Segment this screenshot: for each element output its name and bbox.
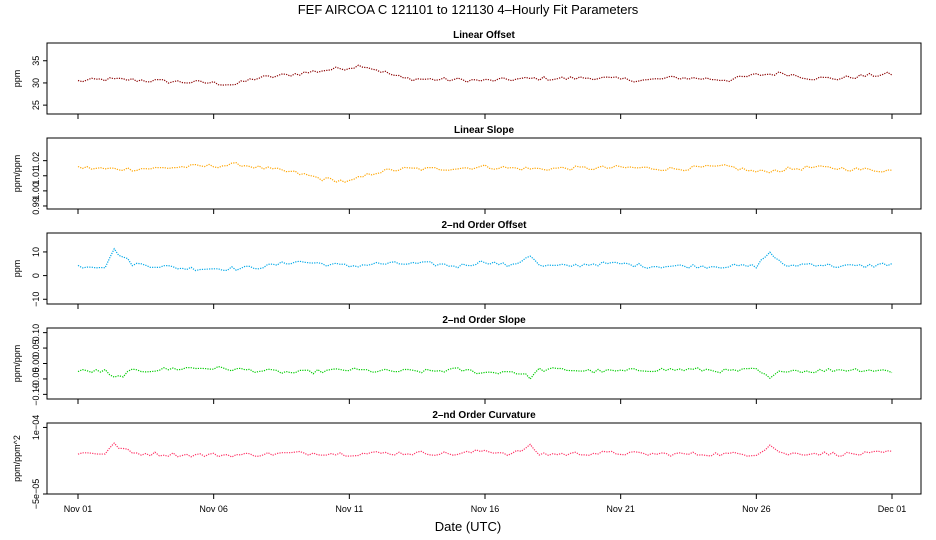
y-axis-label: ppm (12, 70, 22, 88)
chart-title: FEF AIRCOA C 121101 to 121130 4–Hourly F… (298, 2, 639, 17)
panel-frame (46, 327, 922, 400)
y-tick-label: 0.00 (31, 355, 41, 373)
y-tick-label: 10 (31, 247, 41, 257)
panel-frame (46, 137, 922, 210)
panel-frame (46, 42, 922, 115)
y-tick-label: 0.99 (31, 197, 41, 215)
series-line (77, 162, 893, 184)
y-tick-label: 35 (31, 56, 41, 66)
x-axis-label: Date (UTC) (435, 519, 501, 534)
y-axis-label: ppm/ppm (12, 345, 22, 383)
y-axis-label: ppm (12, 260, 22, 278)
panel-title: 2–nd Order Slope (442, 315, 526, 326)
y-tick-label: 1e−04 (31, 415, 41, 440)
y-axis-label: ppm/ppm (12, 155, 22, 193)
y-tick-label: 0.05 (31, 339, 41, 357)
x-tick-label: Nov 26 (742, 504, 771, 514)
y-tick-label: −0.05 (31, 368, 41, 391)
x-tick-label: Nov 01 (64, 504, 93, 514)
x-tick-label: Nov 11 (335, 504, 363, 514)
y-tick-label: −10 (31, 292, 41, 307)
panel-title: 2–nd Order Offset (441, 220, 527, 231)
y-tick-label: 1.02 (31, 152, 41, 170)
y-tick-label: 1.01 (31, 167, 41, 185)
x-tick-label: Nov 21 (606, 504, 635, 514)
y-tick-label: 25 (31, 100, 41, 110)
x-tick-label: Nov 06 (199, 504, 228, 514)
panel-title: Linear Slope (454, 125, 514, 136)
y-tick-label: −0.10 (31, 383, 41, 406)
series-line (77, 64, 893, 86)
y-tick-label: 0.10 (31, 324, 41, 342)
series-line (77, 365, 893, 380)
y-tick-label: −5e−05 (31, 479, 41, 510)
panel-title: 2–nd Order Curvature (432, 410, 536, 421)
y-tick-label: 30 (31, 78, 41, 88)
panel-frame (46, 232, 922, 305)
x-tick-label: Nov 16 (471, 504, 500, 514)
panel-frame (46, 422, 922, 495)
y-axis-label: ppm/ppm^2 (12, 435, 22, 482)
series-line (77, 247, 893, 272)
y-tick-label: 0 (31, 273, 41, 278)
panel-title: Linear Offset (453, 30, 515, 41)
series-line (77, 442, 893, 458)
y-tick-label: 1.00 (31, 182, 41, 200)
x-tick-label: Dec 01 (878, 504, 907, 514)
